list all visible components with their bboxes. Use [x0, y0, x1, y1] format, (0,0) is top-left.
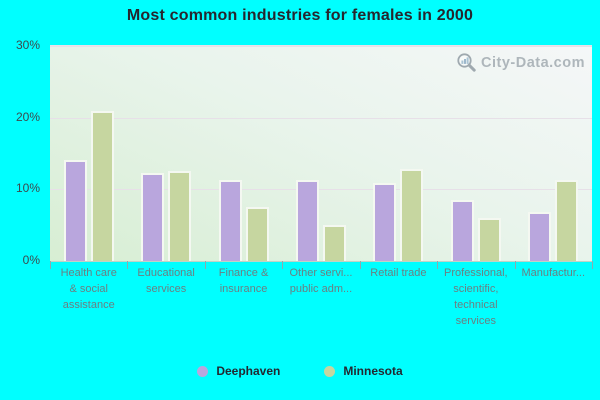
bar-group — [205, 46, 282, 261]
y-axis-labels: 30% 20% 10% 0% — [0, 38, 44, 267]
x-axis-category-label: Retail trade — [370, 267, 427, 279]
x-axis-category-label: Educational services — [137, 267, 195, 295]
x-axis-category-label: Professional, scientific, technical serv… — [444, 267, 508, 327]
x-axis-ticks — [50, 261, 593, 269]
x-axis-category-label: Finance & insurance — [218, 267, 269, 295]
bar-group — [282, 46, 359, 261]
x-axis-category-label: Other servi... public adm... — [289, 267, 353, 295]
x-axis-category-label: Health care & social assistance — [60, 267, 117, 311]
gridline — [50, 117, 592, 119]
bar-group — [360, 46, 437, 261]
deephaven-bar — [141, 173, 165, 261]
minnesota-bar — [322, 224, 346, 261]
deephaven-bar — [373, 183, 397, 261]
x-axis-tick — [359, 261, 361, 269]
gridline — [50, 46, 592, 47]
deephaven-bar — [450, 199, 474, 261]
minnesota-bar — [555, 180, 579, 261]
legend-dot-icon — [197, 365, 209, 377]
x-axis-tick — [514, 261, 516, 269]
y-axis-tick-label: 10% — [15, 181, 40, 196]
minnesota-bar — [477, 218, 501, 261]
x-axis-tick — [592, 261, 593, 269]
y-axis-tick-label: 20% — [15, 109, 40, 124]
gridline — [50, 189, 592, 191]
watermark: City-Data.com — [456, 52, 585, 73]
y-axis-tick-label: 0% — [22, 253, 40, 267]
x-axis-tick — [127, 261, 129, 269]
deephaven-bar — [528, 212, 552, 261]
chart-legend: Deephaven Minnesota — [0, 364, 600, 378]
x-axis-tick — [282, 261, 284, 269]
bar-group — [437, 46, 514, 261]
minnesota-bar — [400, 169, 424, 261]
bar-groups — [50, 46, 592, 261]
deephaven-bar — [218, 180, 242, 261]
bar-group — [50, 46, 127, 261]
x-axis-tick — [437, 261, 439, 269]
legend-dot-icon — [324, 365, 336, 377]
chart-title: Most common industries for females in 20… — [126, 7, 474, 24]
legend-item: Deephaven — [197, 364, 280, 378]
minnesota-bar — [245, 206, 269, 261]
deephaven-bar — [63, 160, 87, 261]
plot-area: City-Data.com — [50, 45, 592, 262]
x-axis-tick — [50, 261, 51, 269]
x-axis-labels: Health care & social assistance Education… — [50, 266, 592, 330]
legend-label: Minnesota — [343, 364, 403, 378]
bar-group — [127, 46, 204, 261]
watermark-text: City-Data.com — [481, 54, 585, 71]
x-axis-tick — [204, 261, 206, 269]
minnesota-bar — [168, 170, 192, 261]
legend-item: Minnesota — [324, 364, 403, 378]
bar-group — [515, 46, 592, 261]
minnesota-bar — [90, 110, 114, 261]
legend-label: Deephaven — [216, 364, 281, 378]
deephaven-bar — [295, 180, 319, 261]
x-axis-category-label: Manufactur... — [521, 267, 586, 279]
magnifier-icon — [456, 52, 477, 73]
y-axis-tick-label: 30% — [15, 38, 40, 52]
